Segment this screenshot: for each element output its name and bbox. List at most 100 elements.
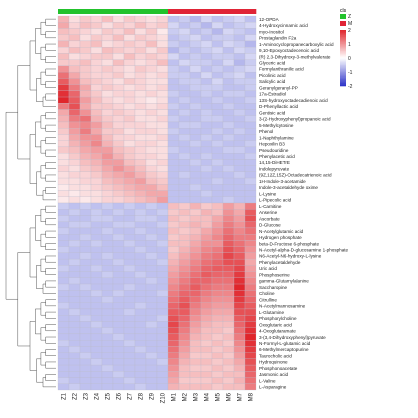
dendrogram-branch (36, 265, 43, 289)
heatmap-cell (156, 121, 169, 129)
heatmap-cell (57, 215, 70, 222)
heatmap-cell (57, 209, 70, 216)
row-label: Picolinic acid (259, 73, 286, 78)
heatmap-cell (90, 315, 103, 322)
heatmap-cell (123, 71, 136, 79)
heatmap-cell (68, 115, 81, 123)
heatmap-cell (123, 327, 136, 335)
heatmap-cell (145, 321, 158, 328)
heatmap-cell (57, 47, 70, 54)
heatmap-cell (200, 128, 213, 135)
row-label: Phenylacetic acid (259, 154, 295, 159)
column-label: M7 (238, 392, 244, 401)
heatmap-cell (178, 321, 191, 328)
heatmap-cell (156, 277, 169, 285)
heatmap-cell (101, 78, 114, 85)
heatmap-cell (156, 47, 169, 54)
heatmap-cell (156, 290, 169, 297)
heatmap-cell (233, 215, 246, 222)
heatmap-cell (244, 140, 257, 148)
heatmap-cell (123, 283, 136, 291)
heatmap-cell (156, 227, 169, 235)
heatmap-cell (101, 358, 114, 366)
heatmap-cell (167, 340, 180, 347)
heatmap-cell (145, 84, 158, 91)
heatmap-cell (101, 190, 114, 197)
dendrogram-branch (45, 218, 56, 226)
scale-step (340, 42, 346, 45)
heatmap-cell (112, 364, 125, 372)
heatmap-cell (90, 371, 103, 378)
heatmap-cell (134, 371, 147, 378)
heatmap-cell (211, 22, 224, 29)
heatmap-cell (222, 234, 235, 241)
heatmap-cell (189, 184, 202, 191)
heatmap-cell (145, 258, 158, 266)
heatmap-cell (167, 15, 180, 23)
row-label: Citrulline (259, 297, 277, 302)
heatmap-cell (167, 364, 180, 372)
heatmap-cell (134, 15, 147, 23)
scale-step (340, 79, 346, 81)
heatmap-cell (189, 121, 202, 129)
legend-label: M (348, 21, 352, 27)
heatmap-cell (189, 321, 202, 328)
heatmap-cell (189, 346, 202, 353)
heatmap-cell (68, 153, 81, 160)
heatmap-cell (233, 240, 246, 247)
heatmap-cell (189, 15, 202, 23)
heatmap-cell (167, 134, 180, 141)
heatmap-cell (123, 258, 136, 266)
heatmap-cell (123, 302, 136, 310)
scale-step (340, 37, 346, 39)
heatmap-cell (211, 240, 224, 247)
heatmap-cell (222, 103, 235, 110)
heatmap-cell (222, 190, 235, 197)
scale-step (340, 56, 346, 59)
heatmap-cell (145, 153, 158, 160)
heatmap-cell (167, 177, 180, 185)
heatmap-cell (57, 377, 70, 384)
heatmap-cell (200, 315, 213, 322)
heatmap-cell (211, 364, 224, 372)
heatmap-cell (200, 271, 213, 278)
heatmap-cell (134, 327, 147, 335)
heatmap-cell (233, 47, 246, 54)
heatmap-cell (134, 121, 147, 129)
scale-step (340, 38, 346, 41)
heatmap-cell (101, 90, 114, 98)
row-label: Salicylic acid (259, 79, 286, 84)
heatmap-cell (134, 346, 147, 353)
heatmap-cell (68, 227, 81, 235)
heatmap-cell (68, 296, 81, 303)
heatmap-cell (90, 40, 103, 48)
heatmap-cell (101, 283, 114, 291)
column-label: M3 (194, 392, 200, 401)
heatmap-cell (57, 265, 70, 272)
heatmap-cell (222, 258, 235, 266)
heatmap-cell (211, 28, 224, 35)
heatmap-cell (211, 234, 224, 241)
heatmap-cell (211, 184, 224, 191)
heatmap-cell (167, 258, 180, 266)
heatmap-cell (211, 53, 224, 60)
heatmap-cell (189, 128, 202, 135)
scale-tick-label: -1 (348, 70, 353, 76)
heatmap-cell (145, 209, 158, 216)
heatmap-cell (123, 128, 136, 135)
heatmap-cell (178, 115, 191, 123)
heatmap-cell (57, 240, 70, 247)
heatmap-cell (112, 90, 125, 98)
heatmap-cell (211, 196, 224, 204)
heatmap-cell (57, 283, 70, 291)
heatmap-cell (145, 65, 158, 73)
heatmap-cell (134, 315, 147, 322)
heatmap-cell (101, 153, 114, 160)
heatmap-cell (156, 109, 169, 116)
heatmap-cell (222, 22, 235, 29)
column-label: M4 (205, 392, 211, 401)
heatmap-cell (145, 47, 158, 54)
heatmap-cell (90, 246, 103, 253)
dendrogram-branch (35, 308, 41, 335)
heatmap-cell (145, 352, 158, 359)
